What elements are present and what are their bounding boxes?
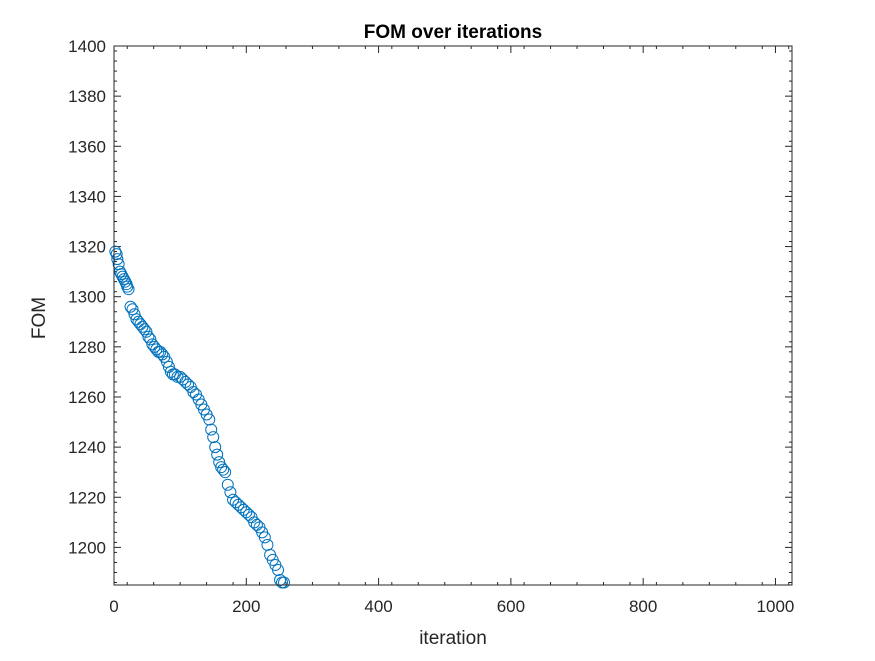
data-point <box>205 423 218 436</box>
data-point <box>219 466 232 479</box>
data-point <box>144 333 157 346</box>
y-tick-label: 1280 <box>68 338 106 357</box>
data-point <box>213 456 226 469</box>
data-point <box>140 325 153 338</box>
data-point <box>121 280 134 293</box>
y-axis-label: FOM <box>29 297 50 339</box>
data-point <box>209 441 222 454</box>
x-tick-label: 800 <box>629 597 657 616</box>
data-point <box>224 486 237 499</box>
data-point <box>111 253 124 266</box>
x-tick-label: 200 <box>232 597 260 616</box>
y-tick-label: 1220 <box>68 488 106 507</box>
data-point <box>258 531 271 544</box>
data-point <box>250 518 263 531</box>
x-tick-label: 400 <box>364 597 392 616</box>
y-tick-label: 1300 <box>68 288 106 307</box>
data-point <box>109 245 122 258</box>
x-tick-label: 0 <box>109 597 118 616</box>
y-tick-label: 1380 <box>68 87 106 106</box>
data-point <box>124 300 137 313</box>
x-tick-label: 1000 <box>757 597 795 616</box>
data-point <box>126 303 139 316</box>
data-point <box>110 248 123 261</box>
y-tick-label: 1200 <box>68 538 106 557</box>
data-point <box>119 275 132 288</box>
y-tick-label: 1260 <box>68 388 106 407</box>
data-point <box>162 360 175 373</box>
y-tick-label: 1400 <box>68 37 106 56</box>
y-tick-label: 1320 <box>68 238 106 257</box>
data-point <box>160 355 173 368</box>
data-points <box>109 245 290 589</box>
data-point <box>122 283 135 296</box>
data-point <box>142 330 155 343</box>
data-point <box>207 431 220 444</box>
data-point <box>217 463 230 476</box>
data-point <box>277 576 290 589</box>
axis-ticks: 0 200 400 600 800 1000 1200 1220 1240 1260 1280 130… <box>68 37 794 616</box>
y-tick-label: 1340 <box>68 187 106 206</box>
data-point <box>203 413 216 426</box>
data-point <box>272 563 285 576</box>
x-axis-label: iteration <box>419 628 487 649</box>
data-point <box>128 308 141 321</box>
data-point <box>221 478 234 491</box>
data-point <box>211 448 224 461</box>
chart-title: FOM over iterations <box>364 22 542 43</box>
data-point <box>261 538 274 551</box>
y-tick-label: 1240 <box>68 438 106 457</box>
axes-box <box>113 45 793 586</box>
x-tick-label: 600 <box>497 597 525 616</box>
data-point <box>138 323 151 336</box>
y-tick-label: 1360 <box>68 137 106 156</box>
